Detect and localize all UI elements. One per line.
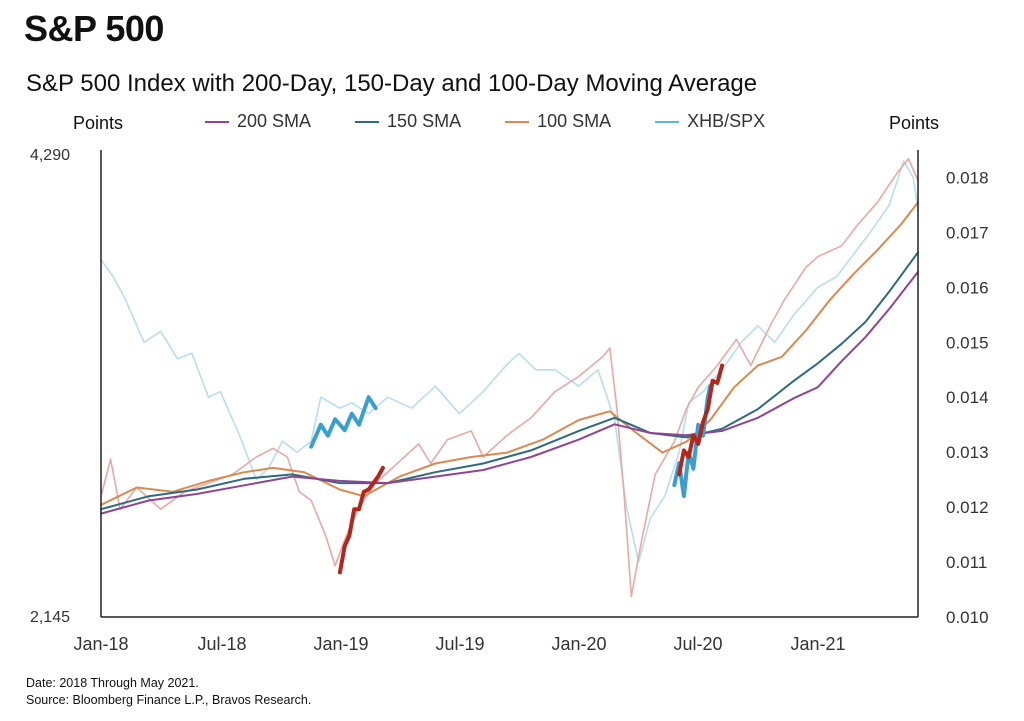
y-right-tick-label: 0.015: [946, 333, 989, 352]
source-note: Source: Bloomberg Finance L.P., Bravos R…: [26, 693, 312, 707]
x-tick-label: Jul-18: [197, 634, 246, 654]
x-tick-label: Jan-20: [551, 634, 606, 654]
series-line-200-sma: [100, 270, 919, 515]
series-line-xhb-spx: [100, 160, 919, 563]
x-tick-label: Jan-19: [313, 634, 368, 654]
chart-title: S&P 500 Index with 200-Day, 150-Day and …: [26, 70, 758, 97]
legend-label-150-sma: 150 SMA: [387, 111, 462, 131]
x-tick-label: Jan-18: [73, 634, 128, 654]
y-left-tick-label-max: 4,290: [30, 147, 70, 164]
series-line-xhb-spx-highlight-2019: [309, 395, 378, 449]
date-note: Date: 2018 Through May 2021.: [26, 676, 199, 690]
y-right-tick-label: 0.013: [946, 443, 989, 462]
legend-swatch-xhb-spx: [655, 120, 680, 123]
series-line-s-p-500-highlight-2020: [677, 363, 725, 477]
legend-swatch-100-sma: [505, 120, 530, 123]
legend-item-200-sma: 200 SMA: [205, 111, 311, 132]
left-axis-unit: Points: [73, 113, 124, 133]
y-right-tick-label: 0.016: [946, 278, 989, 297]
legend-label-xhb-spx: XHB/SPX: [687, 111, 766, 131]
series-line-150-sma: [100, 251, 919, 511]
series-line-100-sma: [100, 201, 919, 506]
series-layer: [100, 157, 919, 598]
x-tick-label: Jan-21: [790, 634, 845, 654]
y-right-tick-label: 0.014: [946, 388, 989, 407]
legend-item-xhb-spx: XHB/SPX: [655, 111, 765, 132]
x-tick-label: Jul-20: [673, 634, 722, 654]
legend-label-100-sma: 100 SMA: [537, 111, 612, 131]
y-right-tick-label: 0.011: [946, 553, 987, 572]
y-right-tick-label: 0.010: [946, 608, 989, 627]
chart-legend: 200 SMA 150 SMA 100 SMA XHB/SPX: [205, 111, 765, 132]
right-axis-unit: Points: [889, 113, 940, 133]
y-left-tick-label-min: 2,145: [30, 609, 70, 626]
legend-swatch-150-sma: [355, 120, 380, 123]
axis-layer: 4,290 2,145 0.010 0.011 0.012 0.013 0.014 0.015…: [30, 147, 989, 654]
legend-swatch-200-sma: [205, 120, 229, 123]
y-right-tick-label: 0.012: [946, 498, 989, 517]
series-line-s-p-500: [100, 157, 919, 598]
y-right-tick-label: 0.018: [946, 168, 989, 187]
x-tick-label: Jul-19: [435, 634, 484, 654]
y-right-tick-label: 0.017: [946, 223, 989, 242]
series-line-s-p-500-highlight-2019: [337, 465, 385, 575]
legend-label-200-sma: 200 SMA: [237, 111, 312, 131]
legend-item-100-sma: 100 SMA: [505, 111, 611, 132]
page-title: S&P 500: [24, 8, 164, 49]
legend-item-150-sma: 150 SMA: [355, 111, 461, 132]
